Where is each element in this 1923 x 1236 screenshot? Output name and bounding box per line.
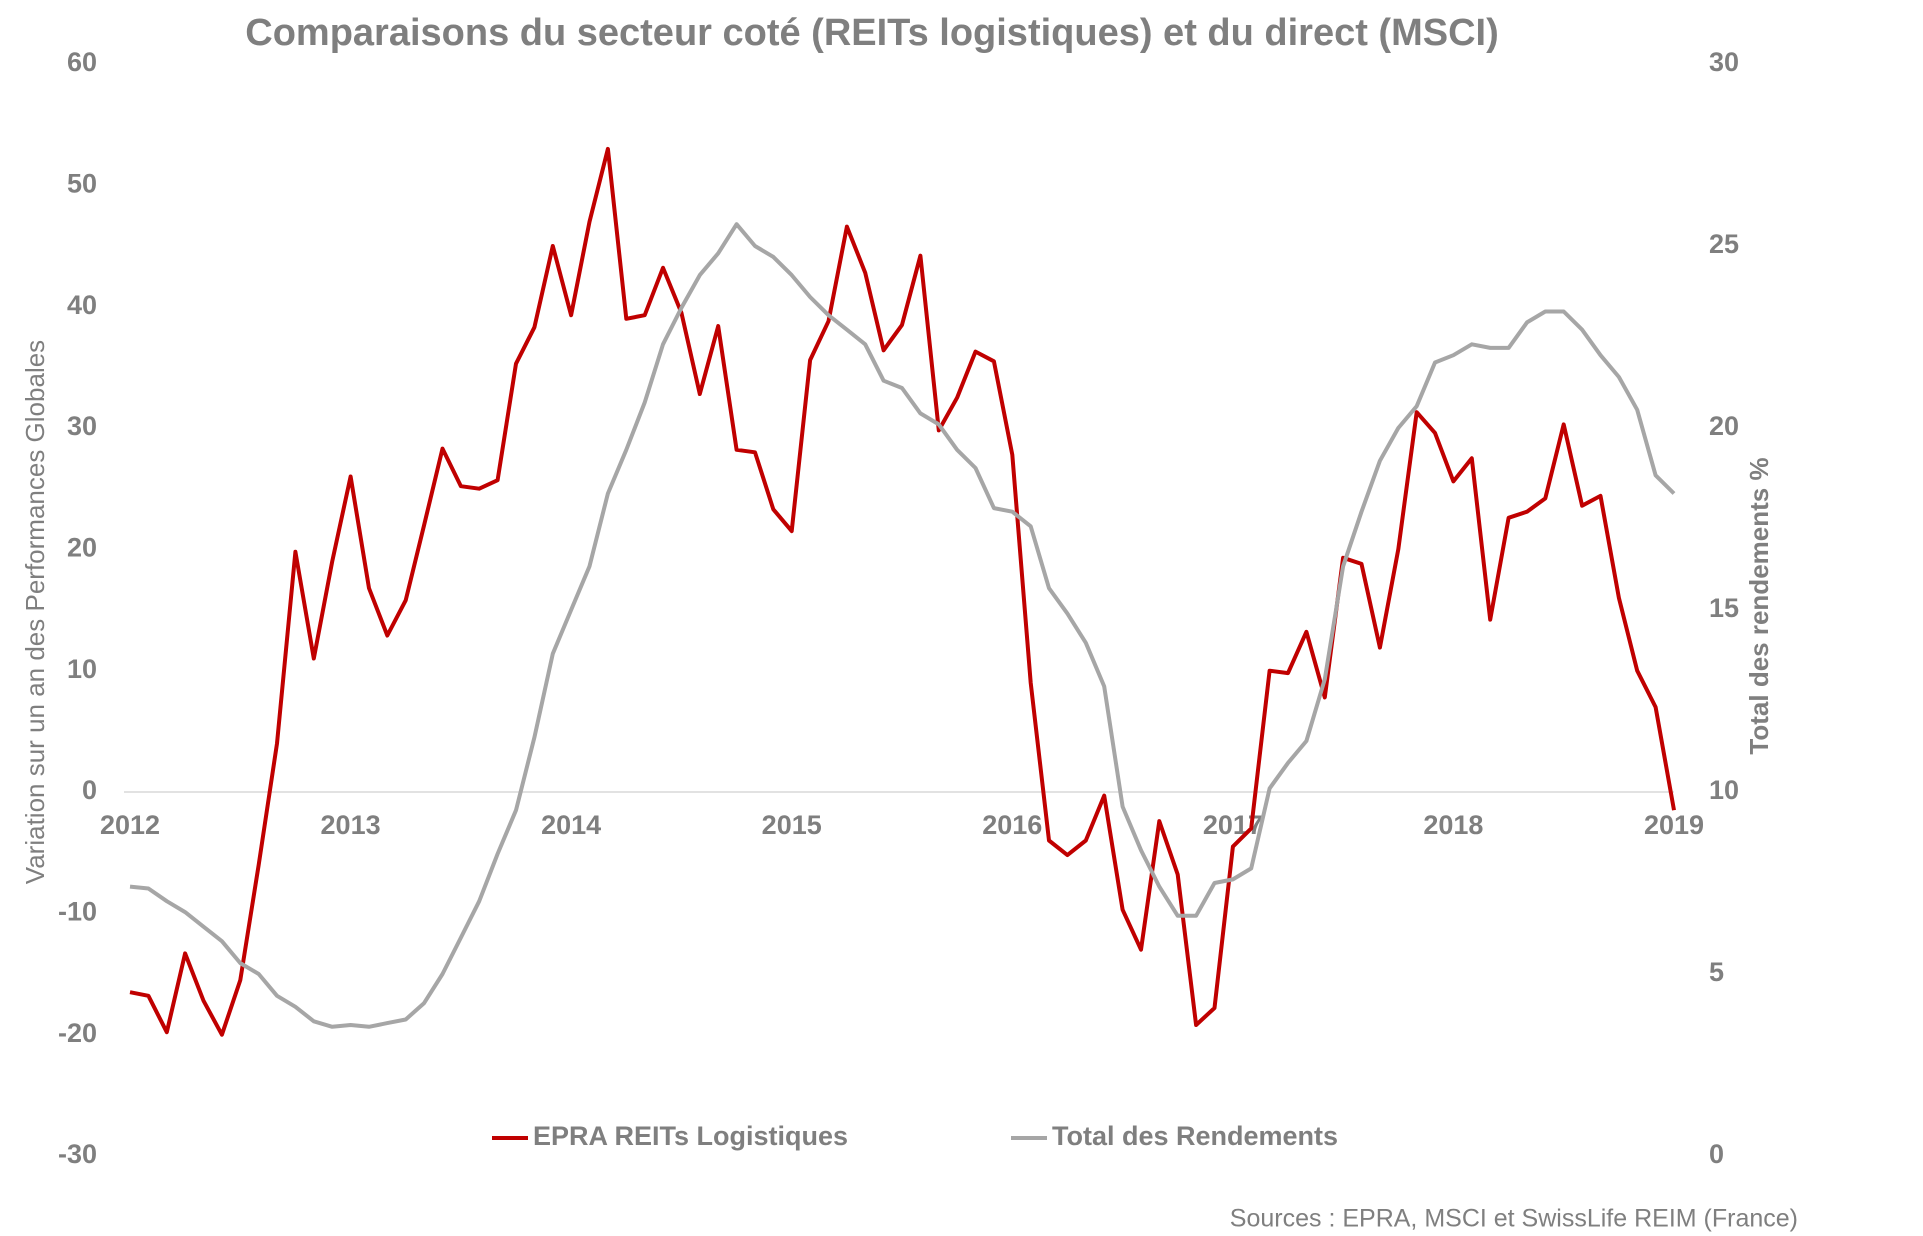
- y2-tick-label: 30: [1709, 47, 1739, 77]
- x-tick-label: 2019: [1644, 810, 1704, 840]
- y-tick-label: 30: [67, 411, 97, 441]
- x-tick-label: 2015: [762, 810, 822, 840]
- x-tick-label: 2013: [321, 810, 381, 840]
- legend-label: EPRA REITs Logistiques: [533, 1121, 848, 1151]
- x-tick-label: 2012: [100, 810, 160, 840]
- y-tick-label: 50: [67, 168, 97, 198]
- series-line: [129, 146, 1676, 1037]
- y-axis-label: Variation sur un an des Performances Glo…: [20, 340, 50, 884]
- y-tick-label: -10: [58, 896, 97, 926]
- y-tick-label: 0: [82, 775, 97, 805]
- y-tick-label: 60: [67, 47, 97, 77]
- y-tick-label: 20: [67, 532, 97, 562]
- x-tick-label: 2016: [982, 810, 1042, 840]
- y2-tick-label: 25: [1709, 229, 1739, 259]
- y2-axis-label: Total des rendements %: [1744, 457, 1774, 754]
- y-tick-label: 40: [67, 290, 97, 320]
- x-tick-label: 2018: [1423, 810, 1483, 840]
- y2-tick-label: 0: [1709, 1139, 1724, 1169]
- y2-tick-label: 10: [1709, 775, 1739, 805]
- y-tick-label: 10: [67, 654, 97, 684]
- y-tick-label: -30: [58, 1139, 97, 1169]
- chart-title: Comparaisons du secteur coté (REITs logi…: [245, 12, 1498, 54]
- x-tick-label: 2014: [541, 810, 601, 840]
- series-line: [129, 222, 1676, 1029]
- y2-tick-label: 20: [1709, 411, 1739, 441]
- y-tick-label: -20: [58, 1018, 97, 1048]
- y2-tick-label: 15: [1709, 593, 1739, 623]
- legend-label: Total des Rendements: [1052, 1121, 1338, 1151]
- y2-tick-label: 5: [1709, 957, 1724, 987]
- source-note: Sources : EPRA, MSCI et SwissLife REIM (…: [1230, 1205, 1798, 1233]
